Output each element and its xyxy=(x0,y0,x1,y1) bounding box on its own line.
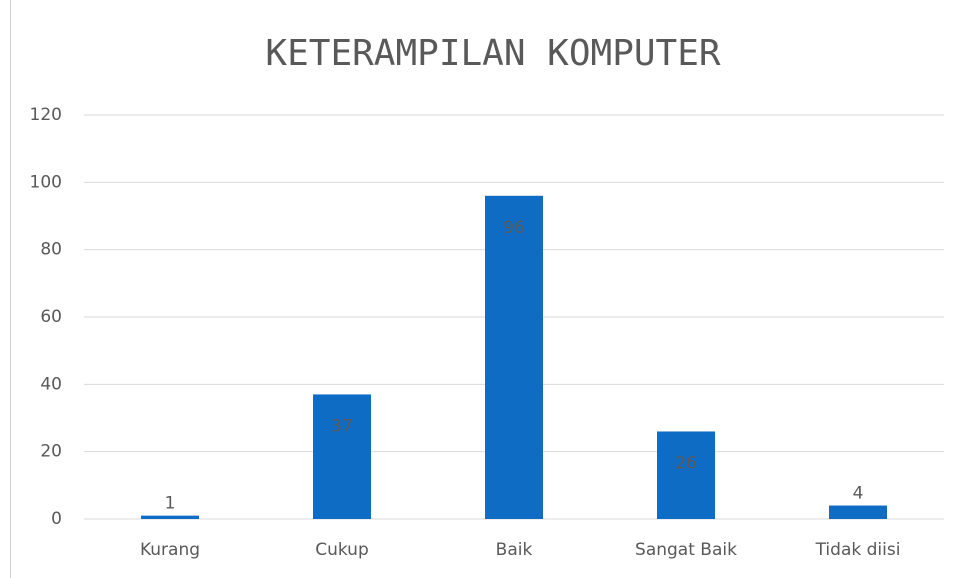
x-tick-label: Cukup xyxy=(315,540,369,560)
y-tick-label: 100 xyxy=(30,172,62,192)
data-label: 4 xyxy=(853,484,864,504)
data-label: 37 xyxy=(331,416,353,436)
y-tick-label: 20 xyxy=(40,442,62,462)
bar xyxy=(313,394,371,519)
data-label: 26 xyxy=(675,453,697,473)
y-tick-label: 60 xyxy=(40,307,62,327)
y-tick-label: 0 xyxy=(51,509,62,529)
bar xyxy=(141,515,199,519)
y-tick-label: 120 xyxy=(30,105,62,125)
y-tick-label: 80 xyxy=(40,240,62,260)
chart-title: KETERAMPILAN KOMPUTER xyxy=(265,33,720,74)
x-tick-label: Sangat Baik xyxy=(635,540,737,560)
x-tick-label: Tidak diisi xyxy=(815,540,901,560)
x-tick-label: Kurang xyxy=(140,540,200,560)
bar xyxy=(829,505,887,519)
y-tick-label: 40 xyxy=(40,374,62,394)
bar xyxy=(485,195,543,520)
data-label: 1 xyxy=(165,494,176,514)
bar xyxy=(657,431,715,519)
data-label: 96 xyxy=(503,218,525,238)
x-tick-label: Baik xyxy=(496,540,533,560)
